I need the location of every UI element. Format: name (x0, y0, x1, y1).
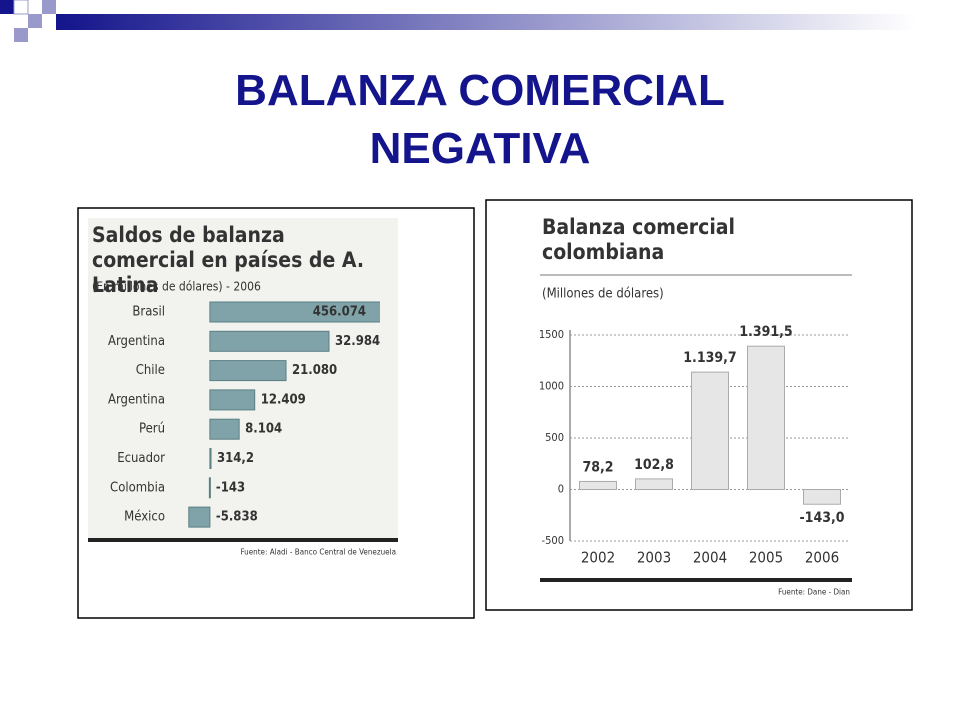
x-tick-label: 2002 (581, 549, 615, 567)
decor-square (13, 0, 29, 15)
data-label: 102,8 (634, 457, 674, 473)
y-tick-label: Ecuador (117, 451, 165, 466)
y-tick-label: Perú (139, 422, 165, 437)
bar (208, 477, 211, 499)
data-label: 78,2 (582, 459, 613, 475)
data-label: 1.391,5 (739, 324, 792, 340)
source: Fuente: Aladi - Banco Central de Venezue… (240, 548, 396, 557)
decor-bar (56, 14, 916, 30)
bar (209, 330, 330, 352)
bar (188, 506, 211, 528)
bar (209, 389, 256, 411)
chart-subtitle: (Millones de dólares) (542, 287, 664, 302)
y-tick-label: Argentina (108, 392, 165, 407)
y-tick-label: Brasil (132, 305, 165, 320)
y-tick-label: 1000 (539, 380, 564, 393)
y-tick-label: 500 (545, 431, 564, 444)
bar (579, 480, 617, 491)
decor-square (14, 28, 28, 42)
data-label: -5.838 (216, 510, 258, 525)
decor-square (0, 0, 14, 14)
y-tick-label: -500 (542, 534, 564, 547)
y-tick-label: Chile (136, 363, 165, 378)
bar (209, 418, 240, 440)
data-label: 8.104 (245, 422, 282, 437)
bar (691, 371, 729, 490)
x-tick-label: 2004 (693, 549, 727, 567)
data-label: 1.139,7 (683, 350, 736, 366)
chart-subtitle: (En millones de dólares) - 2006 (92, 280, 261, 294)
x-tick-label: 2005 (749, 549, 783, 567)
data-label: 32.984 (335, 334, 380, 349)
data-label: 314,2 (217, 451, 254, 466)
decor-square (42, 0, 56, 14)
y-tick-label: 1500 (539, 328, 564, 341)
decor-square (28, 14, 42, 28)
x-tick-label: 2006 (805, 549, 839, 567)
y-tick-label: México (124, 510, 165, 525)
source: Fuente: Dane - Dian (778, 588, 850, 597)
chart-title: Saldos de balanza comercial en países de … (92, 223, 364, 297)
bar (209, 448, 212, 469)
x-tick-label: 2003 (637, 549, 671, 567)
y-tick-label: 0 (558, 483, 564, 496)
slide-title: BALANZA COMERCIAL NEGATIVA (235, 66, 725, 173)
data-label: 456.074 (313, 305, 366, 320)
bar (209, 360, 287, 382)
data-label: -143 (216, 480, 245, 495)
y-tick-label: Colombia (110, 480, 165, 495)
data-label: -143,0 (799, 510, 844, 526)
bar (635, 478, 673, 490)
bar (803, 489, 841, 505)
data-label: 12.409 (261, 392, 306, 407)
bars (188, 301, 380, 528)
chart-title: Balanza comercial colombiana (542, 215, 735, 264)
y-tick-label: Argentina (108, 334, 165, 349)
data-label: 21.080 (292, 363, 337, 378)
bar (747, 345, 785, 490)
bar (209, 301, 380, 323)
